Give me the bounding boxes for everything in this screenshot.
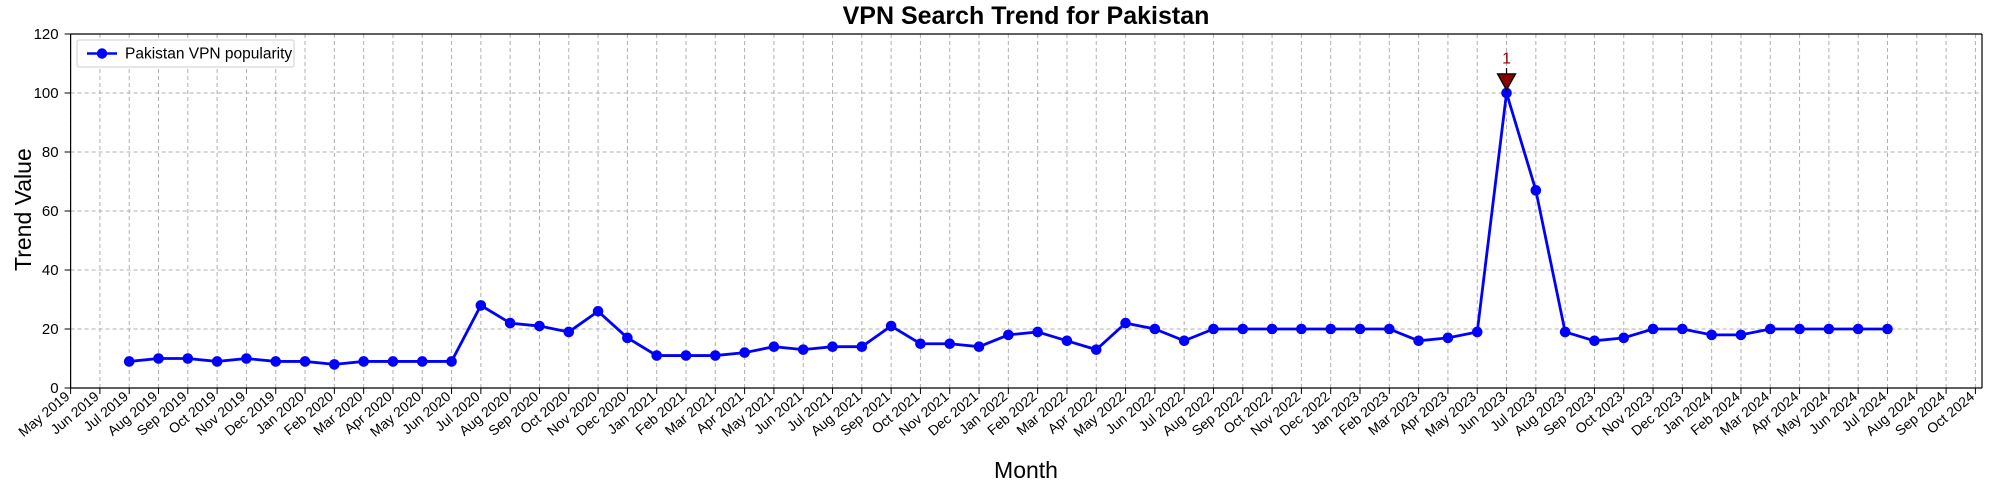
svg-text:60: 60	[42, 203, 59, 220]
svg-text:20: 20	[42, 321, 59, 338]
svg-text:1: 1	[1502, 51, 1511, 68]
svg-text:Pakistan VPN popularity: Pakistan VPN popularity	[125, 46, 292, 63]
svg-text:100: 100	[34, 85, 59, 102]
svg-text:40: 40	[42, 262, 59, 279]
svg-text:120: 120	[34, 26, 59, 43]
svg-text:80: 80	[42, 144, 59, 161]
